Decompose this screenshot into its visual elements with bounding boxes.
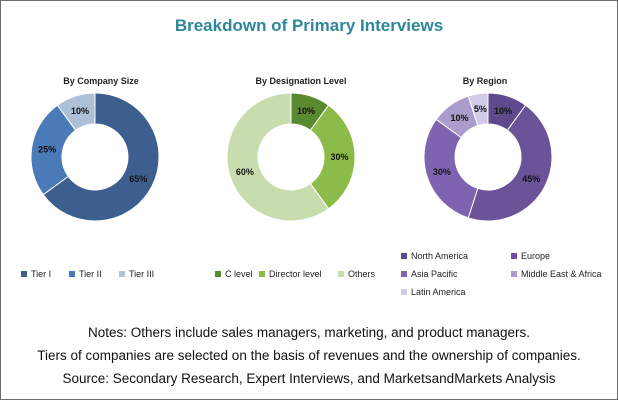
data-label-europe: 45% [522,174,540,184]
legend-item-middle-east-africa: Middle East & Africa [511,269,602,279]
legend-region: North America Europe Asia Pacific Middle… [401,251,617,301]
legend-swatch [511,253,517,259]
data-label-north-america: 10% [494,106,512,116]
legend-swatch [401,271,407,277]
data-label-director-level: 30% [330,152,348,162]
slice-europe [467,104,553,222]
legend-label: Asia Pacific [411,269,458,279]
donut-chart-designation-level: 10% 30% 60% [226,92,356,222]
legend-label: Latin America [411,287,466,297]
legend-item-tier-3: Tier III [119,269,154,279]
data-label-middle-east-africa: 10% [450,113,468,123]
legend-swatch [511,271,517,277]
panel-designation-level: By Designation Level 10% 30% 60% [201,1,401,301]
legend-item-asia-pacific: Asia Pacific [401,269,458,279]
legend-item-c-level: C level [215,269,253,279]
legend-item-tier-1: Tier I [21,269,51,279]
slice-asia-pacific [423,118,479,219]
legend-item-director-level: Director level [259,269,322,279]
legend-swatch [338,271,344,277]
data-label-others: 60% [236,167,254,177]
legend-swatch [259,271,265,277]
donut-chart-region: 10% 45% 30% 10% 5% [423,92,553,222]
note-tiers: Tiers of companies are selected on the b… [37,348,581,363]
data-label-tier-iii: 10% [71,106,89,116]
notes-section: Notes: Others include sales managers, ma… [1,321,617,390]
legend-swatch [401,253,407,259]
panel-company-size: By Company Size 65% 25% 10% [1,1,201,301]
slice-tier-ii [30,104,77,196]
panel-region: By Region 10% 45% 30% 10% 5% [401,1,601,301]
legend-swatch [69,271,75,277]
note-source: Source: Secondary Research, Expert Inter… [62,371,556,386]
legend-item-others: Others [338,269,375,279]
legend-designation-level: C level Director level Others [201,269,401,289]
legend-item-north-america: North America [401,251,468,261]
slice-tier-iii [56,92,96,132]
chart-title-company-size: By Company Size [63,76,139,86]
legend-swatch [401,289,407,295]
legend-swatch [119,271,125,277]
chart-title-designation-level: By Designation Level [255,76,347,86]
legend-label: North America [411,251,469,261]
data-label-tier-ii: 25% [38,144,56,154]
donut-chart-company-size: 65% 25% 10% [30,92,160,222]
legend-swatch [21,271,27,277]
slice-director-level [309,104,356,210]
legend-label: Tier III [129,269,155,279]
data-label-c-level: 10% [297,106,315,116]
legend-item-tier-2: Tier II [69,269,102,279]
legend-label: Europe [521,251,551,261]
slice-latin-america [467,92,489,127]
legend-label: Tier II [79,269,102,279]
slice-tier-i [42,92,160,222]
legend-label: Others [348,269,376,279]
legend-company-size: Tier I Tier II Tier III [1,269,201,289]
legend-swatch [215,271,221,277]
chart-title: Breakdown of Primary Interviews [174,16,444,35]
data-label-asia-pacific: 30% [433,167,451,177]
note-others: Notes: Others include sales managers, ma… [88,325,530,340]
legend-item-latin-america: Latin America [401,287,466,297]
slice-others [226,92,330,222]
data-label-tier-i: 65% [129,174,147,184]
chart-title-region: By Region [462,76,508,86]
legend-label: C level [225,269,253,279]
legend-item-europe: Europe [511,251,550,261]
legend-label: Director level [269,269,322,279]
legend-label: Middle East & Africa [521,269,602,279]
data-label-latin-america: 5% [474,104,487,114]
legend-label: Tier I [31,269,52,279]
